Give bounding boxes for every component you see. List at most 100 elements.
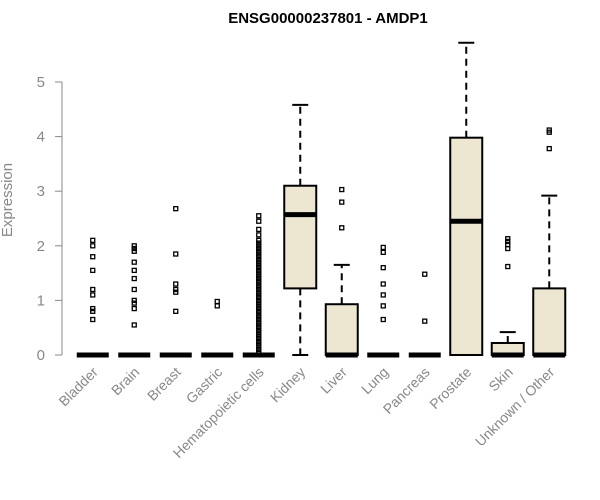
outlier-point [256, 278, 262, 284]
outlier-point [256, 240, 262, 246]
outlier-point [131, 267, 137, 274]
x-tick-label: Breast [144, 364, 184, 404]
box-skin [490, 236, 525, 358]
x-tick-label: Lung [358, 364, 391, 397]
outlier-point [256, 330, 262, 336]
outlier-point [505, 238, 511, 245]
outlier-point [256, 213, 262, 219]
outlier-point [173, 206, 179, 212]
outlier-point [256, 341, 262, 347]
box-iqr [283, 184, 318, 290]
outlier-point [256, 256, 262, 263]
outlier-point [256, 286, 262, 293]
outlier-point [256, 289, 262, 295]
outlier-point [131, 305, 137, 312]
outlier-point [380, 244, 386, 251]
outlier-point [256, 308, 262, 314]
box-hematopoietic-cells [242, 213, 275, 358]
outlier-point [131, 297, 137, 304]
box-bladder [76, 237, 109, 358]
outlier-point [380, 292, 386, 298]
outlier-point [256, 338, 262, 345]
outlier-point [505, 236, 511, 242]
outlier-point [90, 316, 96, 323]
outlier-point [256, 245, 262, 252]
outlier-point [505, 242, 511, 248]
chart-title: ENSG00000237801 - AMDP1 [228, 10, 428, 27]
outlier-point [256, 325, 262, 331]
outlier-point [90, 292, 96, 298]
x-tick-label: Brain [108, 364, 142, 398]
box-iqr [324, 303, 359, 356]
outlier-point [256, 333, 262, 339]
outlier-point [256, 281, 262, 287]
outlier-point [256, 335, 262, 342]
outlier-point [173, 281, 179, 287]
box-prostate [449, 41, 484, 356]
box-lung [367, 244, 400, 358]
x-tick-label: Skin [485, 364, 516, 395]
outlier-point [90, 308, 96, 314]
outlier-point [256, 292, 262, 298]
outlier-point [256, 267, 262, 274]
y-tick-label: 1 [37, 292, 45, 309]
outlier-point [546, 145, 552, 152]
box-pancreas [408, 271, 441, 358]
x-tick-label: Prostate [426, 364, 474, 412]
box-kidney [283, 103, 318, 356]
outlier-point [256, 262, 262, 268]
outlier-point [131, 243, 137, 249]
outlier-point [173, 251, 179, 257]
outlier-point [131, 245, 137, 252]
outlier-point [380, 316, 386, 323]
y-tick-label: 0 [37, 347, 45, 364]
outlier-point [256, 254, 262, 260]
outlier-point [505, 263, 511, 270]
outlier-point [256, 248, 262, 254]
y-tick-label: 2 [37, 238, 45, 255]
outlier-point [256, 349, 262, 355]
outlier-point [422, 271, 428, 277]
outlier-point [256, 264, 262, 271]
outlier-point [90, 254, 96, 260]
outlier-point [173, 289, 179, 295]
outlier-point [256, 303, 262, 309]
outlier-point [131, 322, 137, 328]
outlier-point [256, 316, 262, 323]
outlier-point [339, 186, 345, 193]
outlier-point [256, 344, 262, 350]
outlier-point [256, 346, 262, 353]
outlier-point [256, 322, 262, 328]
outlier-point [256, 243, 262, 249]
box-iqr [449, 136, 484, 356]
box-iqr [532, 287, 567, 356]
box-brain [118, 243, 151, 358]
outlier-point [380, 281, 386, 287]
outlier-point [256, 232, 262, 238]
outlier-point [546, 127, 552, 133]
outlier-point [131, 286, 137, 293]
x-tick-label: Bladder [55, 364, 101, 410]
outlier-point [131, 259, 137, 265]
y-tick-label: 5 [37, 74, 45, 91]
outlier-point [131, 275, 137, 282]
outlier-point [256, 300, 262, 306]
box-series [76, 41, 567, 358]
y-axis: 0 1 2 3 4 5 [37, 74, 63, 364]
outlier-point [256, 275, 262, 282]
outlier-point [380, 303, 386, 309]
outlier-point [90, 305, 96, 312]
outlier-point [173, 308, 179, 314]
x-tick-label: Liver [317, 364, 350, 397]
outlier-point [256, 259, 262, 265]
x-tick-label: Kidney [267, 364, 309, 406]
outlier-point [422, 318, 428, 324]
y-tick-label: 3 [37, 183, 45, 200]
box-liver [324, 186, 359, 358]
outlier-point [256, 270, 262, 276]
outlier-point [256, 226, 262, 233]
y-axis-label: Expression [0, 163, 16, 237]
y-tick-label: 4 [37, 129, 45, 146]
